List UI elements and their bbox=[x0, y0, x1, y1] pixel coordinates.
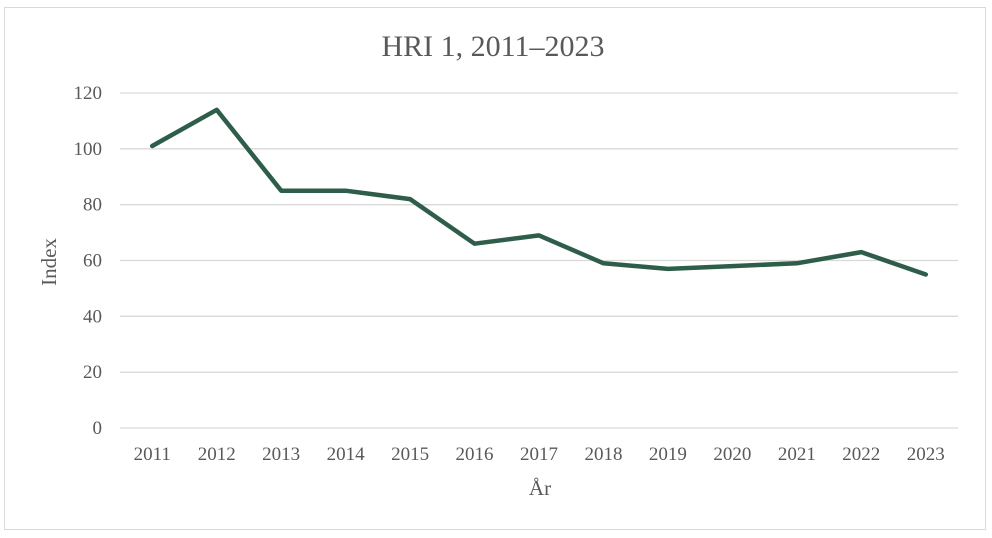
series-line bbox=[149, 107, 929, 277]
series-group bbox=[149, 107, 929, 277]
x-tick-label: 2019 bbox=[649, 444, 687, 465]
y-tick-label: 120 bbox=[74, 83, 103, 104]
y-axis-ticks: 0 20 40 60 80 100 120 bbox=[74, 83, 103, 439]
x-tick-label: 2013 bbox=[262, 444, 300, 465]
x-tick-label: 2021 bbox=[778, 444, 816, 465]
x-tick-label: 2012 bbox=[198, 444, 236, 465]
x-axis-title: År bbox=[529, 476, 551, 500]
y-tick-label: 60 bbox=[83, 251, 102, 272]
y-tick-label: 80 bbox=[83, 195, 102, 216]
chart-frame bbox=[4, 7, 986, 530]
y-tick-label: 20 bbox=[83, 362, 102, 383]
x-tick-label: 2020 bbox=[713, 444, 751, 465]
chart-title: HRI 1, 2011–2023 bbox=[381, 30, 604, 63]
x-axis-ticks: 2011 2012 2013 2014 2015 2016 2017 2018 2019 2020… bbox=[134, 444, 945, 465]
y-tick-label: 100 bbox=[74, 139, 103, 160]
x-tick-label: 2022 bbox=[842, 444, 880, 465]
x-tick-label: 2018 bbox=[584, 444, 622, 465]
x-tick-label: 2015 bbox=[391, 444, 429, 465]
x-tick-label: 2016 bbox=[456, 444, 494, 465]
x-tick-label: 2023 bbox=[907, 444, 945, 465]
y-tick-label: 40 bbox=[83, 306, 102, 327]
y-axis-title: Index bbox=[37, 238, 61, 286]
y-tick-label: 0 bbox=[93, 418, 103, 439]
x-tick-label: 2011 bbox=[134, 444, 171, 465]
x-tick-label: 2014 bbox=[327, 444, 366, 465]
gridlines bbox=[120, 92, 958, 429]
x-tick-label: 2017 bbox=[520, 444, 558, 465]
